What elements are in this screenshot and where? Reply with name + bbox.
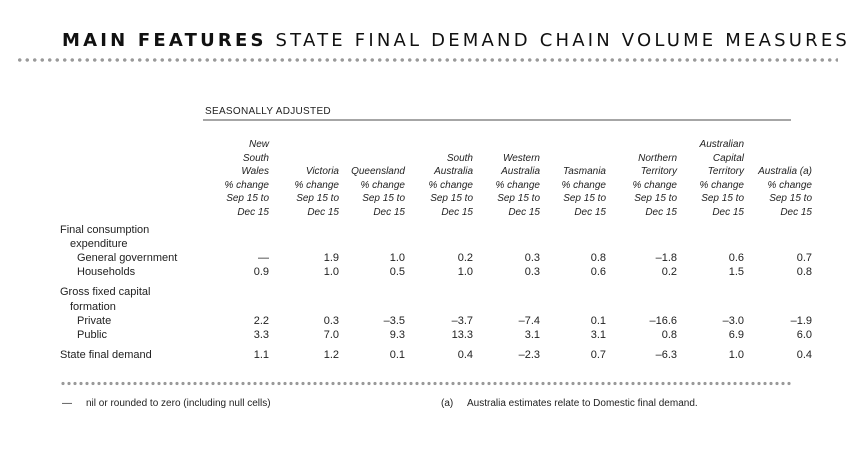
table-cell: 1.5 <box>728 266 744 279</box>
table-cell: — <box>258 251 269 264</box>
table-cell: 0.8 <box>590 251 606 264</box>
table-row: Public 3.3 7.0 9.3 13.3 3.1 3.1 0.8 6.9 … <box>60 328 812 342</box>
table-cell: 0.6 <box>590 266 606 279</box>
table-cell: 0.1 <box>389 349 405 362</box>
table-cell: 7.0 <box>323 328 339 341</box>
table-row: Households 0.9 1.0 0.5 1.0 0.3 0.6 0.2 1… <box>60 265 812 279</box>
column-header-wa: Western Australia% change Sep 15 to Dec 15 <box>495 152 540 218</box>
table-cell: 0.2 <box>661 266 677 279</box>
footnote-nil-text: nil or rounded to zero (including null c… <box>86 398 271 409</box>
table-cell: 0.4 <box>796 349 812 362</box>
table-cell: 0.7 <box>796 251 812 264</box>
caption-dotted-rule <box>203 119 791 121</box>
table-cell: 1.0 <box>728 349 744 362</box>
table-cell: 0.1 <box>590 314 606 327</box>
table-cell: –3.0 <box>722 314 744 327</box>
table-cell: –7.4 <box>518 314 540 327</box>
row-label: State final demand <box>60 349 152 362</box>
table-cell: 1.0 <box>323 266 339 279</box>
column-header-nsw: New South Wales% change Sep 15 to Dec 15 <box>224 139 269 218</box>
table-cell: –3.7 <box>451 314 473 327</box>
section-heading-row: formation <box>60 300 812 314</box>
table-row: Private 2.2 0.3 –3.5 –3.7 –7.4 0.1 –16.6… <box>60 314 812 328</box>
column-header-nt: Northern Territory% change Sep 15 to Dec 15 <box>632 152 677 218</box>
page-title-sub: STATE FINAL DEMAND CHAIN VOLUME MEASURES <box>275 30 851 51</box>
footnote-a-symbol: (a) <box>441 398 454 409</box>
table-cell: 6.0 <box>796 328 812 341</box>
table-cell: 0.2 <box>457 251 473 264</box>
column-header-vic: Victoria% change Sep 15 to Dec 15 <box>294 166 339 218</box>
column-header-qld: Queensland% change Sep 15 to Dec 15 <box>351 166 405 218</box>
table-cell: 1.0 <box>389 251 405 264</box>
table-dotted-divider <box>60 381 793 386</box>
table-cell: 0.8 <box>661 328 677 341</box>
column-header-act: Australian Capital Territory% change Sep 15… <box>699 139 744 218</box>
column-header-tas: Tasmania% change Sep 15 to Dec 15 <box>561 166 606 218</box>
table-cell: 1.1 <box>253 349 269 362</box>
table-cell: 2.2 <box>253 314 269 327</box>
table-cell: 0.4 <box>457 349 473 362</box>
table-cell: –2.3 <box>518 349 540 362</box>
table-cell: 9.3 <box>389 328 405 341</box>
table-cell: 0.3 <box>524 251 540 264</box>
table-cell: 0.6 <box>728 251 744 264</box>
section-heading-row: expenditure <box>60 237 812 251</box>
table-caption: SEASONALLY ADJUSTED <box>205 106 331 117</box>
footnote-a-text: Australia estimates relate to Domestic f… <box>467 398 698 409</box>
table-cell: 0.3 <box>524 266 540 279</box>
table-cell: –6.3 <box>655 349 677 362</box>
table-cell: 6.9 <box>728 328 744 341</box>
table-cell: 0.3 <box>323 314 339 327</box>
table-cell: –1.8 <box>655 251 677 264</box>
table-cell: 13.3 <box>451 328 473 341</box>
footnote-nil: — nil or rounded to zero (including null … <box>62 398 271 409</box>
table-cell: 0.8 <box>796 266 812 279</box>
section-heading: expenditure <box>70 237 128 250</box>
table-cell: 1.0 <box>457 266 473 279</box>
section-heading-row: Gross fixed capital <box>60 279 812 299</box>
row-label: Public <box>77 328 107 341</box>
column-header-row: New South Wales% change Sep 15 to Dec 15 Vic… <box>60 138 812 223</box>
table-row: State final demand 1.1 1.2 0.1 0.4 –2.3 … <box>60 342 812 362</box>
table-cell: –3.5 <box>383 314 405 327</box>
table-cell: –1.9 <box>790 314 812 327</box>
header-blank <box>60 138 220 223</box>
section-heading: Final consumption <box>60 223 150 236</box>
state-final-demand-table: New South Wales% change Sep 15 to Dec 15 Vic… <box>60 138 812 362</box>
section-heading: formation <box>70 300 116 313</box>
row-label: Households <box>77 266 136 279</box>
column-header-sa: South Australia% change Sep 15 to Dec 15 <box>428 152 473 218</box>
table-cell: 1.9 <box>323 251 339 264</box>
table-cell: 3.1 <box>524 328 540 341</box>
section-heading: Gross fixed capital <box>60 286 151 299</box>
table-cell: 0.7 <box>590 349 606 362</box>
table-cell: 1.2 <box>323 349 339 362</box>
table-cell: 0.9 <box>253 266 269 279</box>
column-header-aus: Australia (a)% change Sep 15 to Dec 15 <box>758 166 812 218</box>
footnote-nil-symbol: — <box>62 398 72 409</box>
section-heading-row: Final consumption <box>60 223 812 237</box>
page-title-main: MAIN FEATURES <box>62 30 267 51</box>
table-cell: 3.1 <box>590 328 606 341</box>
row-label: Private <box>77 314 112 327</box>
page-title: MAIN FEATURES STATE FINAL DEMAND CHAIN V… <box>62 30 850 51</box>
table-cell: 0.5 <box>389 266 405 279</box>
title-dotted-divider <box>16 57 838 63</box>
table-cell: –16.6 <box>649 314 677 327</box>
table-cell: 3.3 <box>253 328 269 341</box>
table-row: General government — 1.9 1.0 0.2 0.3 0.8… <box>60 251 812 265</box>
footnote-a: (a) Australia estimates relate to Domesti… <box>441 398 698 409</box>
row-label: General government <box>77 251 178 264</box>
